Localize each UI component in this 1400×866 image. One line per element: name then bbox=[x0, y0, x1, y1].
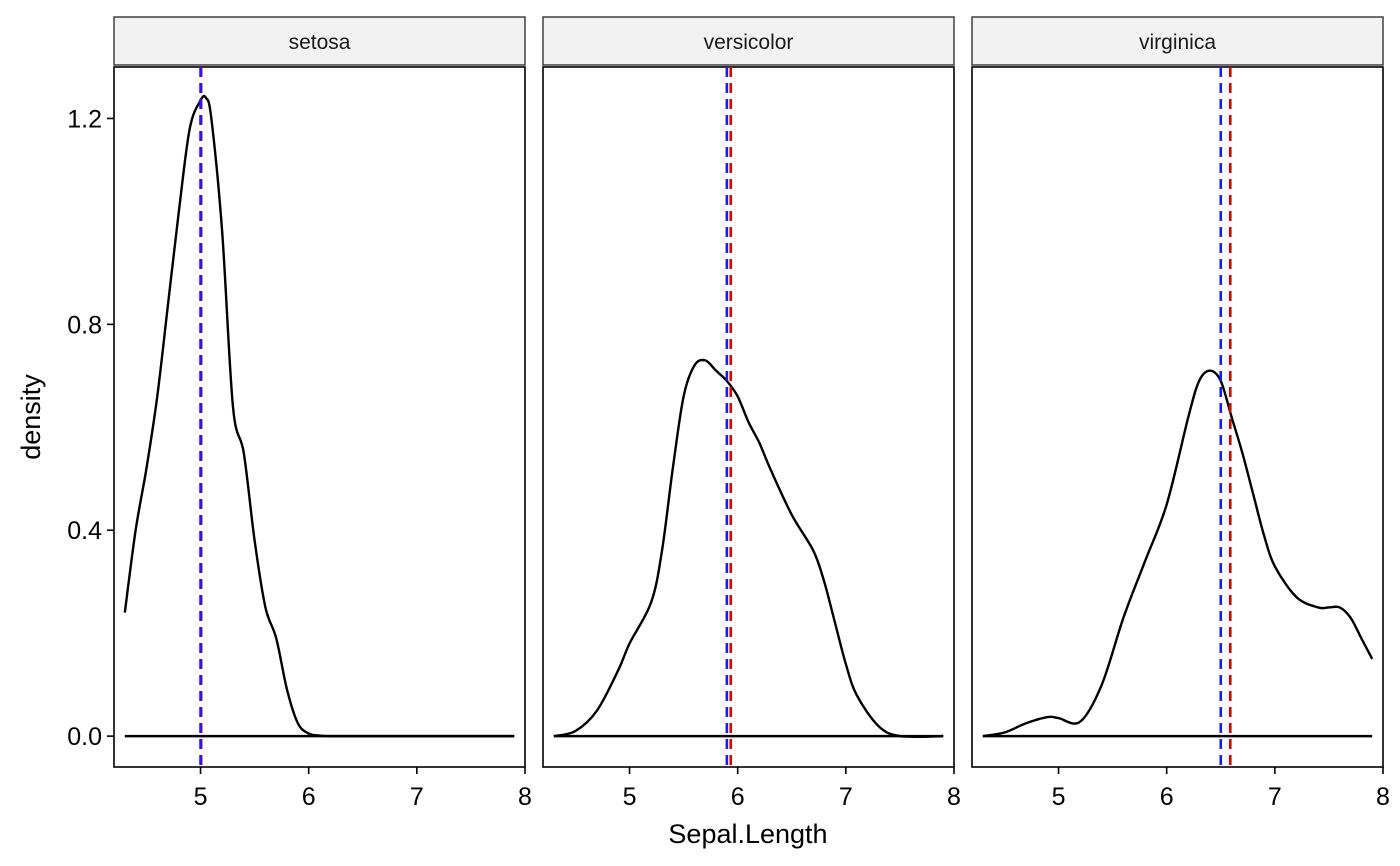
x-tick-label: 6 bbox=[302, 783, 316, 811]
y-tick-label: 0.0 bbox=[67, 723, 102, 751]
x-tick-label: 6 bbox=[731, 783, 745, 811]
x-tick-label: 6 bbox=[1160, 783, 1174, 811]
y-tick-label: 1.2 bbox=[67, 105, 102, 133]
y-tick-label: 0.8 bbox=[67, 311, 102, 339]
facet-strip-label: virginica bbox=[1139, 31, 1216, 54]
facet-strip bbox=[971, 16, 1384, 66]
x-tick-label: 8 bbox=[1376, 783, 1390, 811]
panel-border bbox=[542, 66, 955, 768]
x-tick-label: 7 bbox=[1268, 783, 1282, 811]
density-curve bbox=[982, 369, 1374, 738]
y-tick-label: 0.4 bbox=[67, 517, 102, 545]
facet-strip-label: setosa bbox=[289, 31, 351, 54]
x-tick-label: 8 bbox=[518, 783, 532, 811]
x-tick-label: 5 bbox=[623, 783, 637, 811]
x-axis-title: Sepal.Length bbox=[668, 819, 827, 849]
facet-panel-versicolor: versicolor 5 6 7 8 bbox=[542, 16, 961, 811]
x-tick-label: 5 bbox=[1052, 783, 1066, 811]
facet-strip bbox=[113, 16, 526, 66]
facet-strip bbox=[542, 16, 955, 66]
facet-strip-label: versicolor bbox=[704, 31, 794, 54]
x-tick-label: 8 bbox=[947, 783, 961, 811]
y-axis-title: density bbox=[16, 374, 46, 460]
panel-border bbox=[971, 66, 1384, 768]
x-tick-label: 7 bbox=[410, 783, 424, 811]
facet-panel-virginica: virginica 5 6 7 8 bbox=[971, 16, 1390, 811]
density-curve bbox=[553, 358, 944, 739]
x-tick-label: 7 bbox=[839, 783, 853, 811]
facet-panel-setosa: setosa 5 6 7 8 0.0 0.4 0.8 1.2 bbox=[67, 16, 532, 811]
panel-border bbox=[113, 66, 526, 768]
x-tick-label: 5 bbox=[194, 783, 208, 811]
